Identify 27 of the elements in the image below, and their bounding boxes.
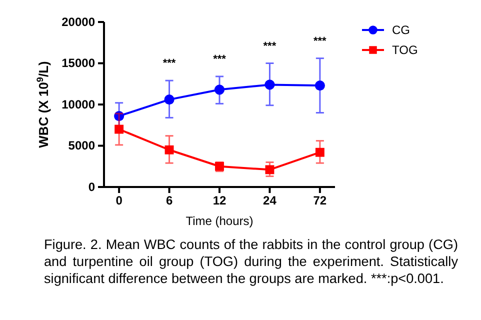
annotation: *** <box>162 58 176 70</box>
x-tick-label: 0 <box>116 194 123 208</box>
point <box>214 84 225 95</box>
annotation: *** <box>314 35 328 48</box>
annotation: *** <box>263 40 277 52</box>
point <box>114 124 124 134</box>
point <box>264 80 275 90</box>
text: Figure. 2. Mean WBC counts of the rabbits in the control group (CG) and turpentine oil group (TOG) during the experiment. Statistically significant difference between the groups are marked. ***:p<0.001. <box>44 236 458 287</box>
x-tick-label: 12 <box>212 194 226 208</box>
y-tick-label: 10000 <box>62 97 96 112</box>
y-tick-label: 0 <box>88 180 96 194</box>
x-tick-label: 72 <box>313 194 327 208</box>
x-axis-title: Time (hours) <box>186 214 254 228</box>
point <box>114 111 124 122</box>
annotation: *** <box>213 53 227 66</box>
legend-label: TOG <box>392 43 418 57</box>
y-tick-label: 20000 <box>62 14 96 29</box>
x-tick-label: 6 <box>166 194 173 208</box>
legend-label: CG <box>392 23 410 37</box>
x-tick-label: 24 <box>263 194 277 208</box>
point <box>314 80 325 91</box>
point <box>315 148 324 157</box>
point <box>265 165 274 174</box>
y-tick-label: 15000 <box>62 56 96 70</box>
y-tick-label: 5000 <box>68 138 96 153</box>
point <box>164 94 174 105</box>
point <box>164 145 174 154</box>
